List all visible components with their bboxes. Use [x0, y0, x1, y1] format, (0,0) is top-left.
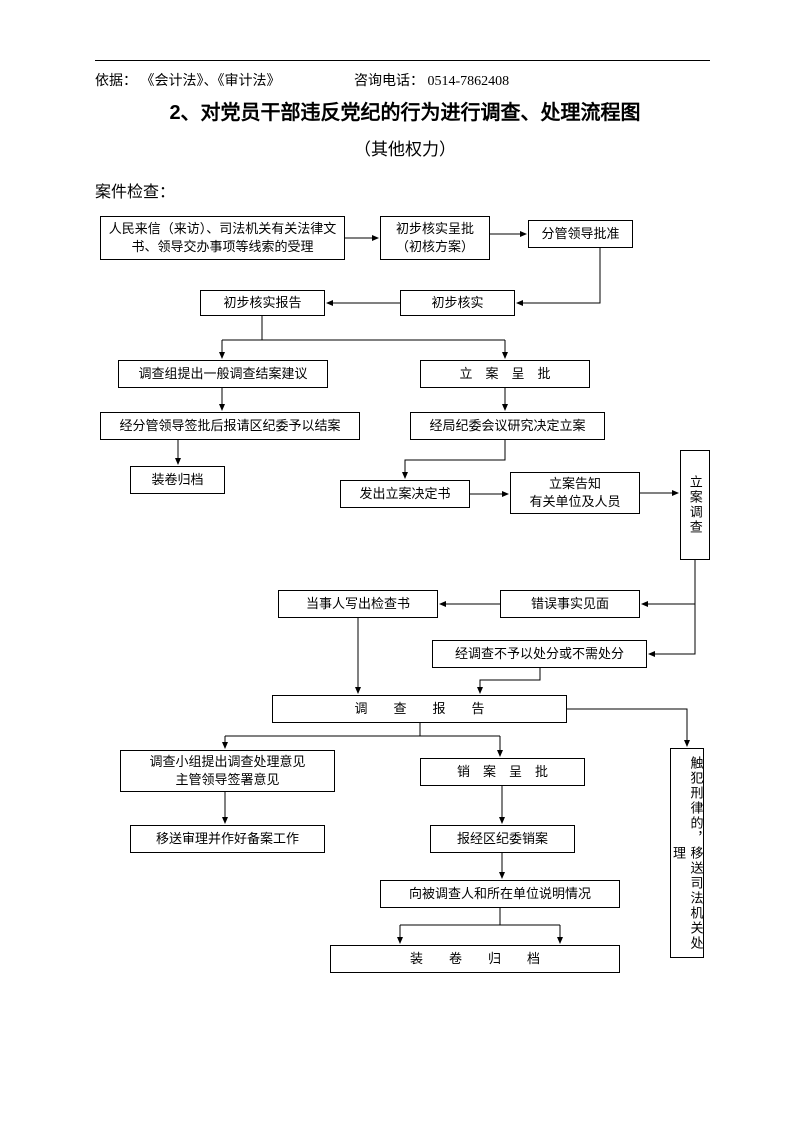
node-initial-verify: 初步核实 — [400, 290, 515, 316]
node-report-district-cancel: 报经区纪委销案 — [430, 825, 575, 853]
node-fact-confront: 错误事实见面 — [500, 590, 640, 618]
node-self-criticism: 当事人写出检查书 — [278, 590, 438, 618]
node-no-punishment: 经调查不予以处分或不需处分 — [432, 640, 647, 668]
node-criminal-transfer: 触犯刑律的，移送司法机关处理 — [670, 748, 704, 958]
node-cancel-case-approval: 销 案 呈 批 — [420, 758, 585, 786]
node-issue-decision: 发出立案决定书 — [340, 480, 470, 508]
node-initial-report: 初步核实报告 — [200, 290, 325, 316]
node-file-case-approval: 立 案 呈 批 — [420, 360, 590, 388]
node-explain-to-subject: 向被调查人和所在单位说明情况 — [380, 880, 620, 908]
node-close-by-district: 经分管领导签批后报请区纪委予以结案 — [100, 412, 360, 440]
node-team-opinion: 调查小组提出调查处理意见 主管领导签署意见 — [120, 750, 335, 792]
flowchart-canvas: 人民来信（来访）、司法机关有关法律文书、领导交办事项等线索的受理 初步核实呈批（… — [0, 0, 800, 1132]
node-intake: 人民来信（来访）、司法机关有关法律文书、领导交办事项等线索的受理 — [100, 216, 345, 260]
node-initial-approval: 初步核实呈批（初核方案） — [380, 216, 490, 260]
node-case-investigation: 立案调查 — [680, 450, 710, 560]
node-archive-2: 装 卷 归 档 — [330, 945, 620, 973]
node-bureau-decide-file: 经局纪委会议研究决定立案 — [410, 412, 605, 440]
node-investigation-report: 调 查 报 告 — [272, 695, 567, 723]
node-leader-approve: 分管领导批准 — [528, 220, 633, 248]
node-notify-units: 立案告知 有关单位及人员 — [510, 472, 640, 514]
node-transfer-review: 移送审理并作好备案工作 — [130, 825, 325, 853]
node-archive-1: 装卷归档 — [130, 466, 225, 494]
node-general-suggestion: 调查组提出一般调查结案建议 — [118, 360, 328, 388]
